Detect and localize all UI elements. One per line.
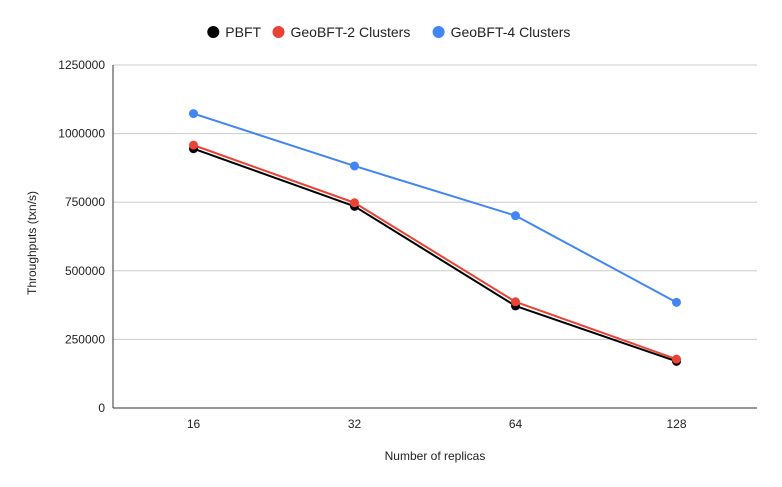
series-geobft-2-clusters: [189, 140, 681, 364]
legend-marker: [272, 26, 285, 38]
legend-marker: [432, 26, 445, 38]
y-tick-label: 0: [98, 401, 105, 415]
series: [189, 109, 681, 366]
legend-label: GeoBFT-4 Clusters: [451, 24, 571, 40]
y-tick-label: 1250000: [58, 58, 105, 72]
data-point: [189, 140, 198, 150]
series-line: [193, 144, 677, 361]
legend-label: PBFT: [225, 24, 261, 40]
series-line: [193, 147, 677, 363]
data-point: [350, 198, 359, 208]
x-tick-label: 16: [187, 417, 201, 431]
y-tick-label: 1000000: [58, 127, 105, 141]
data-point: [511, 211, 520, 221]
series-pbft: [189, 144, 681, 366]
x-tick-label: 128: [666, 417, 686, 431]
data-point: [350, 161, 359, 171]
y-tick-label: 250000: [65, 332, 105, 346]
x-tick-label: 32: [348, 417, 362, 431]
legend-label: GeoBFT-2 Clusters: [291, 24, 411, 40]
gridlines: [113, 64, 757, 340]
series-geobft-4-clusters: [189, 109, 681, 307]
y-axis-title: Throughputs (txn/s): [25, 191, 39, 295]
axes: 0 250000 500000 750000 1000000 1250000 16 32 64 1…: [58, 58, 757, 431]
data-point: [672, 354, 681, 364]
legend-item: GeoBFT-4 Clusters: [432, 24, 571, 40]
legend-item: GeoBFT-2 Clusters: [272, 24, 411, 40]
legend: PBFT GeoBFT-2 Clusters GeoBFT-4 Clusters: [207, 24, 570, 40]
legend-marker: [207, 26, 220, 38]
y-tick-label: 500000: [65, 264, 105, 278]
x-axis-title: Number of replicas: [385, 449, 486, 463]
series-line: [193, 112, 677, 304]
data-point: [189, 109, 198, 119]
legend-item: PBFT: [207, 24, 262, 40]
data-point: [511, 297, 520, 307]
y-tick-label: 750000: [65, 195, 105, 209]
data-point: [672, 297, 681, 307]
x-tick-label: 64: [509, 417, 523, 431]
